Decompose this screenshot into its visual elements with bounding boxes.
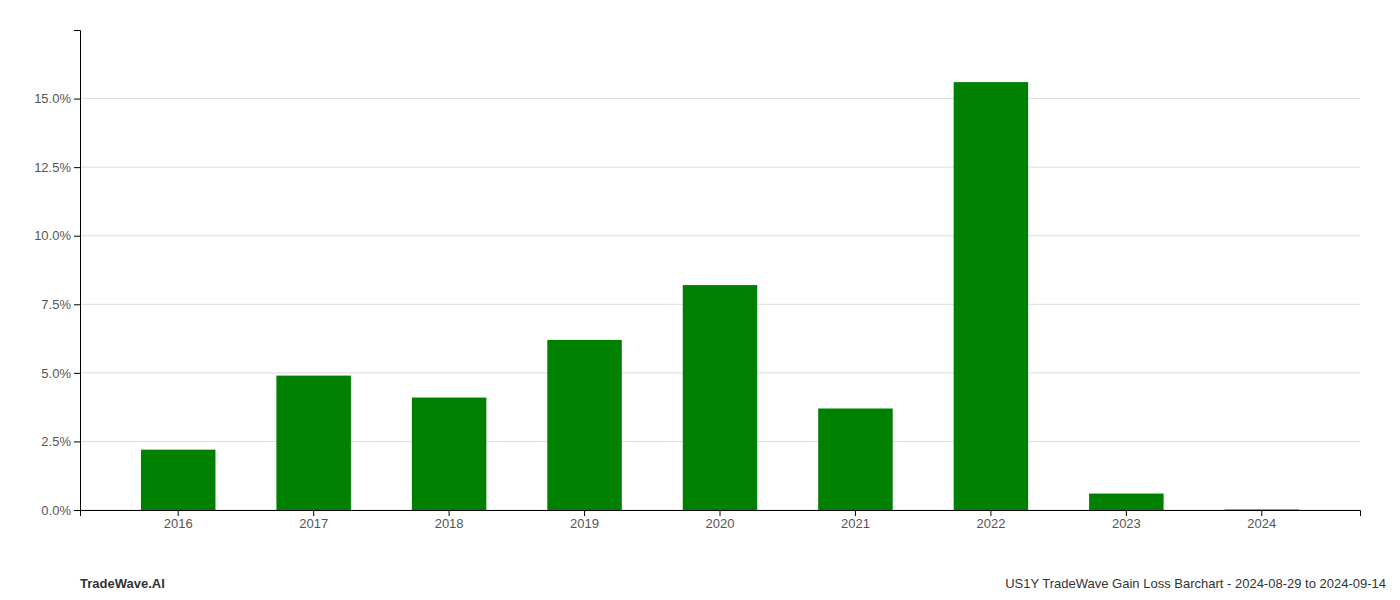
tick-mark [74, 99, 80, 100]
grid-line [80, 235, 1360, 236]
tick-mark [584, 510, 585, 516]
annotation: US1Y TradeWave Gain Loss Barchart - 2024… [1005, 576, 1386, 591]
tick: 7.5% [41, 297, 80, 312]
tick-label: 2024 [1247, 516, 1276, 531]
axis-line [74, 31, 81, 511]
tick: 15.0% [34, 91, 80, 106]
tick-label: 2.5% [41, 434, 71, 449]
tick-label: 2016 [164, 516, 193, 531]
bar [1225, 509, 1299, 510]
tick-mark [449, 510, 450, 516]
tick: 5.0% [41, 366, 80, 381]
tick-label: 2023 [1112, 516, 1141, 531]
tick-mark [1126, 510, 1127, 516]
tick: 0.0% [41, 503, 80, 518]
tick: 12.5% [34, 160, 80, 175]
tick-label: 15.0% [34, 91, 71, 106]
tick-mark [720, 510, 721, 516]
bar [547, 340, 621, 510]
tick-label: 2020 [706, 516, 735, 531]
tick-label: 2019 [570, 516, 599, 531]
grid [80, 99, 1360, 510]
grid-line [80, 98, 1360, 99]
tick: 2019 [570, 510, 599, 531]
tick-mark [74, 373, 80, 374]
tick-label: 2018 [435, 516, 464, 531]
tick: 2022 [976, 510, 1005, 531]
tick-mark [74, 167, 80, 168]
bar [954, 82, 1028, 510]
tick-mark [178, 510, 179, 516]
chart: 0.0%2.5%5.0%7.5%10.0%12.5%15.0%201620172… [0, 0, 1400, 600]
bar [1089, 494, 1163, 510]
bar [412, 398, 486, 510]
tick-label: 7.5% [41, 297, 71, 312]
tick: 2021 [841, 510, 870, 531]
tick-label: 2021 [841, 516, 870, 531]
tick-label: 12.5% [34, 160, 71, 175]
tick-mark [855, 510, 856, 516]
footer: TradeWave.AI US1Y TradeWave Gain Loss Bar… [80, 576, 1386, 591]
tick: 2016 [164, 510, 193, 531]
y-axis: 0.0% 2.5% 5.0% 7.5% 10.0% 12.5% 15.0% [34, 31, 80, 518]
x-axis: 2016 2017 2018 2019 2020 2021 2022 2023 2024 [81, 510, 1361, 531]
bar [276, 376, 350, 510]
tick-mark [1261, 510, 1262, 516]
tick-mark [990, 510, 991, 516]
chart-container: 0.0%2.5%5.0%7.5%10.0%12.5%15.0%201620172… [0, 0, 1400, 600]
tick-label: 2022 [976, 516, 1005, 531]
tick-mark [74, 510, 80, 511]
tick-mark [74, 441, 80, 442]
bar [818, 409, 892, 510]
tick: 2020 [706, 510, 735, 531]
annotation: TradeWave.AI [80, 576, 165, 591]
plot-area [141, 82, 1299, 510]
tick: 2023 [1112, 510, 1141, 531]
tick: 2018 [435, 510, 464, 531]
tick-label: 5.0% [41, 366, 71, 381]
tick: 2024 [1247, 510, 1276, 531]
grid-line [80, 167, 1360, 168]
tick-label: 10.0% [34, 228, 71, 243]
tick-label: 2017 [299, 516, 328, 531]
tick: 2.5% [41, 434, 80, 449]
tick-mark [74, 236, 80, 237]
tick: 2017 [299, 510, 328, 531]
bar [683, 285, 757, 510]
tick-mark [313, 510, 314, 516]
bar [141, 450, 215, 510]
tick-mark [74, 304, 80, 305]
tick: 10.0% [34, 228, 80, 243]
tick-label: 0.0% [41, 503, 71, 518]
axis-line [81, 511, 1361, 517]
